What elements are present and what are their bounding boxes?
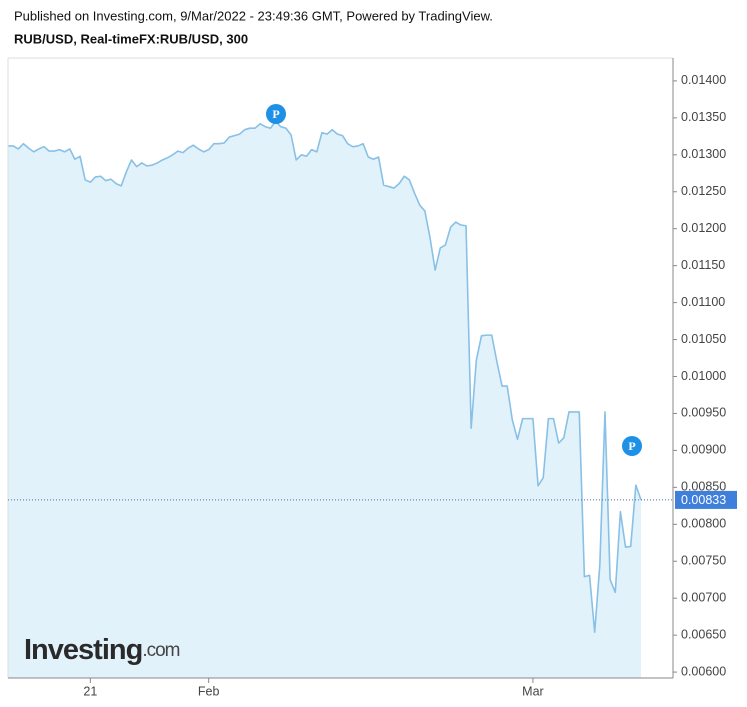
y-tick-label: 0.00900 bbox=[681, 443, 726, 457]
y-tick-label: 0.01300 bbox=[681, 147, 726, 161]
y-tick-label: 0.01200 bbox=[681, 221, 726, 235]
y-tick-label: 0.01350 bbox=[681, 110, 726, 124]
plot-area: 0.00600 0.00650 0.00700 0.00750 0.00800 0.008… bbox=[7, 57, 737, 698]
area-fill bbox=[8, 121, 641, 679]
last-price-label: 0.00833 bbox=[681, 493, 726, 507]
x-tick-label: Mar bbox=[522, 684, 544, 698]
y-tick-label: 0.00850 bbox=[681, 480, 726, 494]
y-tick-label: 0.01250 bbox=[681, 184, 726, 198]
price-line bbox=[8, 120, 642, 633]
y-tick-label: 0.00600 bbox=[681, 664, 726, 678]
annotation-label: P bbox=[272, 107, 279, 121]
annotation-label: P bbox=[628, 439, 635, 453]
annotation-marker: P bbox=[266, 104, 286, 124]
annotation-badge bbox=[622, 436, 642, 456]
x-tick-label: 21 bbox=[83, 684, 97, 698]
chart-subtitle: RUB/USD, Real-timeFX:RUB/USD, 300 bbox=[14, 31, 248, 46]
y-tick-label: 0.01000 bbox=[681, 369, 726, 383]
y-tick-label: 0.01400 bbox=[681, 73, 726, 87]
y-tick-label: 0.00750 bbox=[681, 554, 726, 568]
y-tick-label: 0.01050 bbox=[681, 332, 726, 346]
watermark: Investing.com bbox=[24, 634, 180, 666]
y-tick-label: 0.00700 bbox=[681, 590, 726, 604]
y-tick-label: 0.01150 bbox=[681, 258, 725, 272]
y-tick-label: 0.01100 bbox=[681, 295, 725, 309]
y-tick-label: 0.00950 bbox=[681, 406, 726, 420]
watermark-main: Investing bbox=[24, 634, 142, 666]
watermark-suffix: .com bbox=[142, 640, 179, 661]
x-tick-label: Feb bbox=[198, 684, 220, 698]
y-tick-label: 0.00800 bbox=[681, 517, 726, 531]
y-tick-label: 0.00650 bbox=[681, 627, 726, 641]
last-price-box bbox=[675, 490, 737, 509]
annotation-badge bbox=[266, 104, 286, 124]
chart-title: Published on Investing.com, 9/Mar/2022 -… bbox=[14, 8, 493, 23]
annotation-marker: P bbox=[622, 436, 642, 456]
